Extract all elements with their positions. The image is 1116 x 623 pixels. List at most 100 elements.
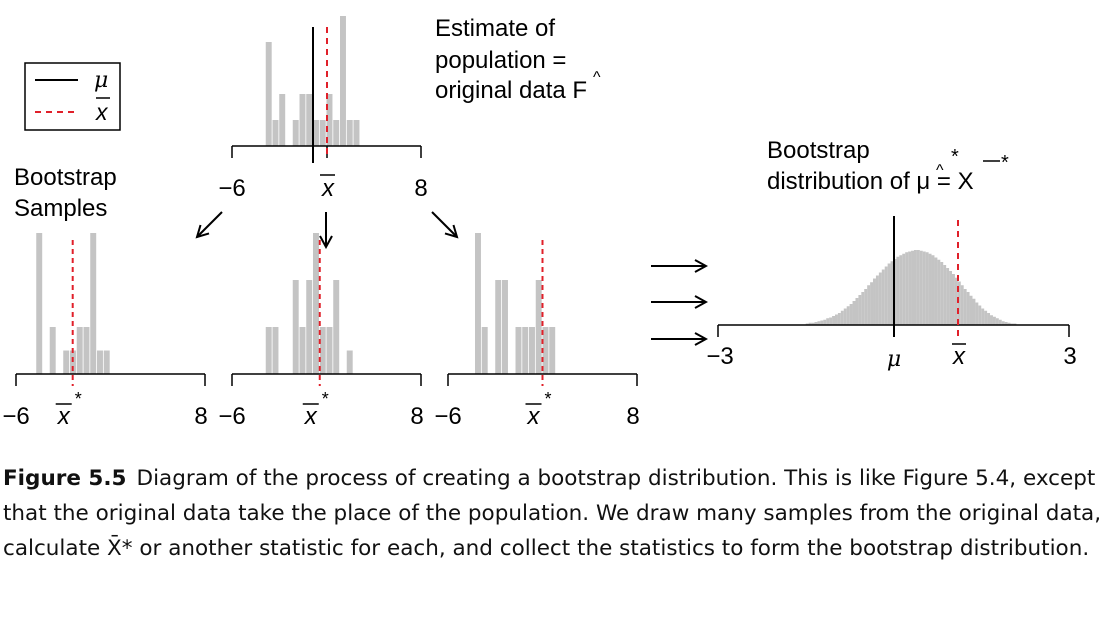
sample-2-bar-5 (313, 233, 319, 374)
dist-bar-38 (916, 250, 920, 325)
orig-bar-10 (340, 16, 346, 146)
dist-bar-53 (960, 285, 964, 325)
sample-3-bar-5 (522, 327, 529, 374)
sample-1-mean-label: x (57, 403, 71, 430)
sample-2-bar-6 (319, 327, 326, 374)
dist-mu-label: μ (887, 347, 901, 372)
dist-bar-5 (820, 320, 824, 325)
figure-label: Figure 5.5 (3, 466, 127, 491)
sample-1-bar-1 (49, 327, 56, 374)
sample-3-bar-2 (495, 280, 502, 374)
dist-bar-54 (963, 289, 967, 325)
figure-caption: Figure 5.5 Diagram of the process of crea… (3, 461, 1108, 566)
dist-bar-68 (1004, 322, 1008, 325)
orig-bar-9 (333, 120, 340, 146)
sample-1-bar-8 (103, 350, 110, 374)
sample-3-bar-8 (542, 327, 549, 374)
sample-2-tick-left: −6 (218, 403, 245, 430)
dist-bar-3 (814, 322, 818, 325)
sample-2-bar-0 (265, 327, 272, 374)
sample-3-tick-left: −6 (434, 403, 461, 430)
dist-bar-69 (1007, 322, 1011, 325)
dist-bar-25 (878, 272, 882, 325)
sample-1-bar-0 (36, 233, 43, 374)
arrow-to-sample-3 (431, 211, 457, 237)
dist-bar-10 (835, 314, 838, 325)
dist-bar-22 (870, 282, 874, 325)
sample-3-mean-label: x (527, 403, 541, 430)
bootstrap-diagram: μ x −6 8 x Estimate of population = orig… (2, 15, 1076, 430)
sample-2-bar-3 (299, 327, 306, 374)
dist-bar-2 (811, 322, 815, 325)
dist-bar-34 (905, 252, 909, 325)
dist-bar-40 (922, 251, 926, 325)
bootstrap-sample-2: −6 8 x* (218, 233, 424, 430)
orig-tick-left: −6 (218, 175, 245, 202)
dist-bar-28 (887, 263, 891, 325)
orig-bar-12 (353, 120, 360, 146)
dist-bar-29 (890, 261, 894, 325)
dist-bar-46 (940, 262, 944, 325)
orig-bar-8 (326, 94, 333, 146)
dist-bar-65 (995, 318, 999, 325)
caption-text: Diagram of the process of creating a boo… (3, 466, 1102, 561)
dist-bar-16 (852, 301, 856, 325)
dist-bar-24 (875, 275, 879, 325)
orig-tick-right: 8 (414, 175, 427, 202)
dist-bar-4 (817, 321, 821, 325)
population-title-line-3: original data F (435, 77, 587, 104)
dist-bar-11 (837, 313, 841, 325)
bootstrap-dist-mu-star: * (951, 146, 959, 168)
dist-tick-left: −3 (706, 343, 733, 370)
dist-bar-32 (899, 255, 903, 325)
sample-3-bar-9 (549, 327, 556, 374)
legend-box (24, 62, 121, 131)
sample-2-bar-2 (292, 280, 299, 374)
bootstrap-dist-label-1: Bootstrap (767, 137, 870, 164)
sample-3-bar-1 (481, 327, 488, 374)
dist-bar-39 (919, 250, 923, 325)
legend-xbar-label: x (95, 99, 109, 125)
orig-bar-7 (319, 120, 326, 146)
bootstrap-dist-x-star: * (1001, 152, 1009, 174)
sample-3-bar-0 (475, 233, 481, 374)
dist-bar-17 (855, 298, 859, 325)
dist-bar-47 (943, 265, 947, 325)
bootstrap-sample-1: −6 8 x* (2, 233, 208, 430)
dist-bar-41 (925, 252, 929, 325)
dist-bar-63 (990, 315, 993, 325)
orig-bar-2 (279, 94, 286, 146)
sample-2-bar-1 (272, 327, 279, 374)
sample-1-tick-left: −6 (2, 403, 29, 430)
sample-2-mean-star: * (322, 389, 329, 409)
dist-bar-56 (969, 295, 973, 325)
sample-3-bar-6 (529, 327, 535, 374)
sample-1-bar-2 (63, 350, 70, 374)
bootstrap-samples-label-2: Samples (14, 195, 107, 222)
population-title-hat: ^ (593, 69, 601, 86)
sample-1-bar-3 (70, 350, 76, 374)
dist-bar-67 (1001, 321, 1005, 325)
dist-bar-44 (934, 257, 938, 325)
dist-xbar-label: x (952, 343, 966, 370)
sample-1-bar-5 (83, 327, 90, 374)
sample-3-mean-star: * (545, 389, 552, 409)
orig-bar-0 (265, 42, 272, 146)
sample-2-tick-right: 8 (410, 403, 423, 430)
sample-2-bar-7 (326, 327, 333, 374)
dist-bar-35 (908, 251, 912, 325)
dist-bar-66 (998, 319, 1002, 325)
population-title-line-2: population = (435, 47, 566, 74)
sample-3-bar-3 (502, 280, 508, 374)
dist-bar-21 (867, 285, 871, 325)
dist-bar-8 (829, 317, 833, 325)
dist-bar-62 (987, 313, 991, 325)
dist-bar-19 (861, 292, 865, 325)
dist-bar-23 (873, 278, 876, 325)
orig-bar-6 (313, 120, 319, 146)
dist-bar-48 (946, 268, 950, 325)
dist-bar-18 (858, 295, 862, 325)
bootstrap-distribution-histogram (805, 250, 1017, 325)
population-title-line-1: Estimate of (435, 15, 555, 42)
sample-3-bar-4 (515, 327, 522, 374)
